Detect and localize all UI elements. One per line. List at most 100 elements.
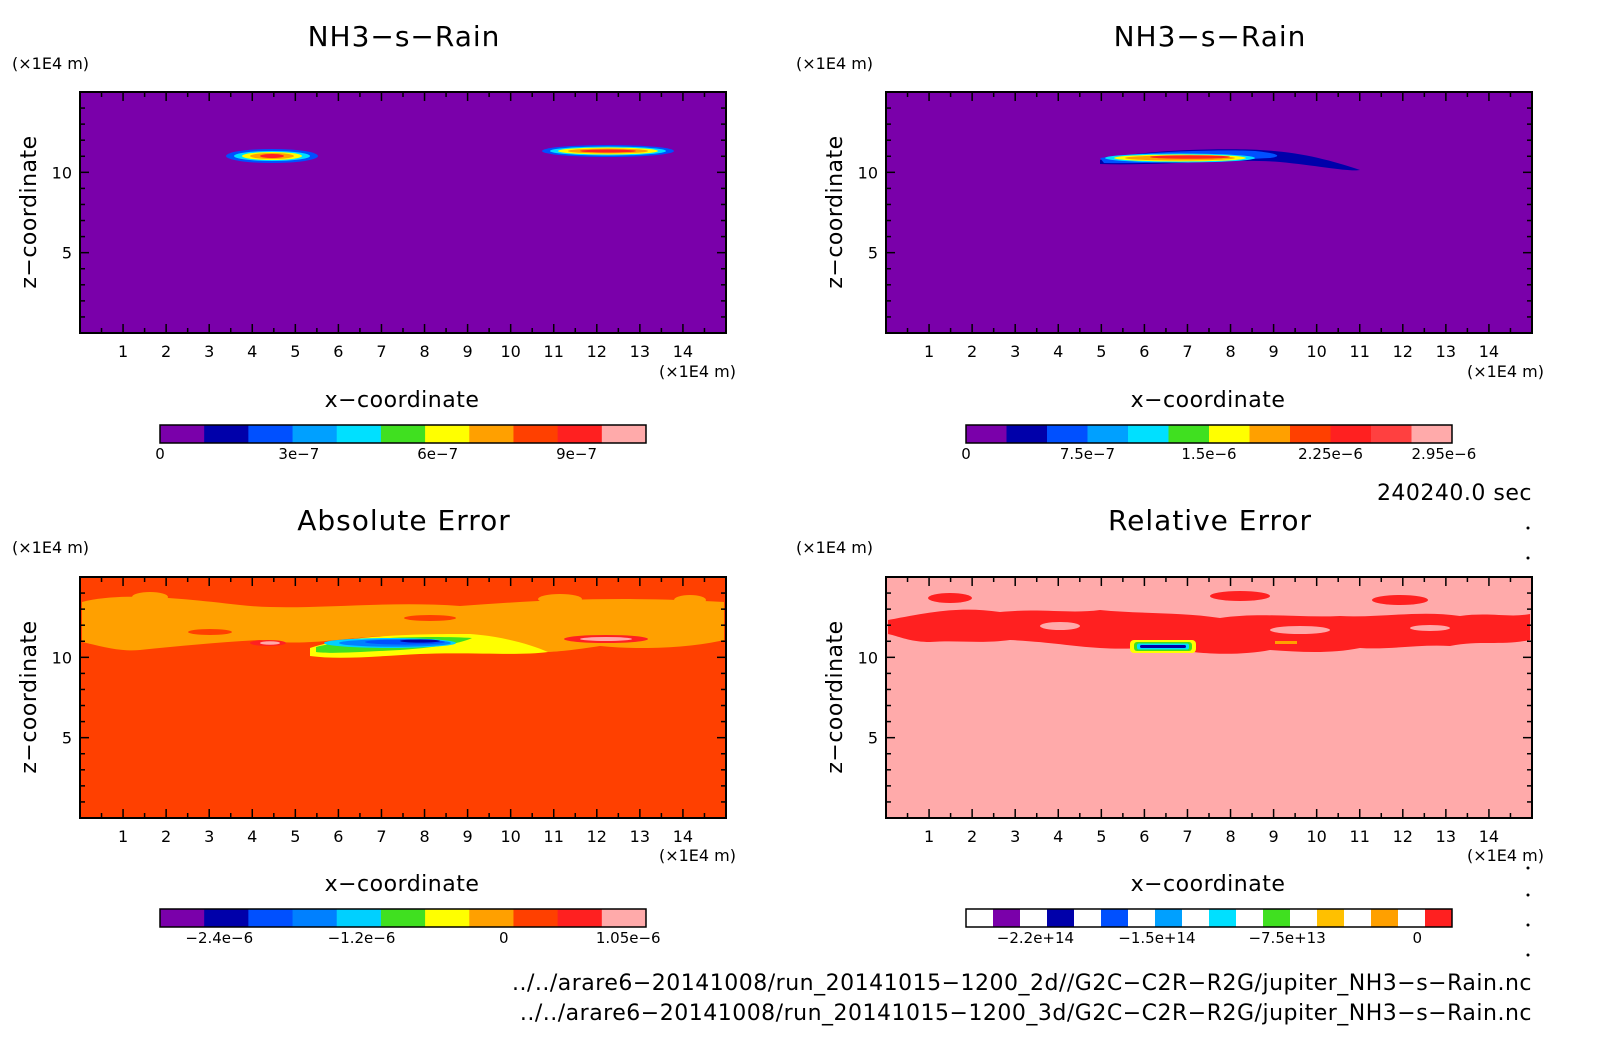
y-tick-label: 5 xyxy=(62,244,72,263)
x-tick-label: 13 xyxy=(630,342,650,361)
colorbar-swatch xyxy=(1074,909,1102,927)
colorbar-label: −7.5e+13 xyxy=(1248,929,1325,947)
colorbar-swatch xyxy=(469,909,514,927)
panel-title: NH3−s−Rain xyxy=(1114,20,1307,53)
x-tick-label: 2 xyxy=(161,342,171,361)
colorbar-swatch xyxy=(1290,425,1331,443)
x-tick-label: 7 xyxy=(1182,342,1192,361)
colorbar-label: −2.4e−6 xyxy=(185,929,253,947)
x-unit-label: (×1E4 m) xyxy=(1467,846,1544,865)
panel-top-right: NH3−s−Rain (×1E4 m) x−coordinate (×1E4 m… xyxy=(796,20,1544,463)
x-tick-label: 12 xyxy=(1393,342,1413,361)
y-axis-label: z−coordinate xyxy=(823,135,848,288)
x-tick-label: 8 xyxy=(419,827,429,846)
colorbar: −2.4e−6 −1.2e−6 0 1.05e−6 xyxy=(159,908,661,947)
x-tick-label: 6 xyxy=(1139,827,1149,846)
colorbar-label: 7.5e−7 xyxy=(1060,445,1115,463)
colorbar-swatch xyxy=(601,909,647,927)
colorbar-swatch xyxy=(1128,909,1156,927)
x-tick-label: 2 xyxy=(967,827,977,846)
y-axis-label: z−coordinate xyxy=(17,620,42,773)
colorbar-swatch xyxy=(425,425,470,443)
colorbar-swatch xyxy=(425,909,470,927)
colorbar-swatch xyxy=(1425,909,1453,927)
y-unit-label: (×1E4 m) xyxy=(796,54,873,73)
x-tick-label: 9 xyxy=(463,342,473,361)
colorbar-label: −2.2e+14 xyxy=(997,929,1074,947)
x-tick-label: 9 xyxy=(1269,827,1279,846)
panel-title: NH3−s−Rain xyxy=(308,20,501,53)
colorbar-swatch xyxy=(966,909,994,927)
colorbar-swatch xyxy=(336,909,382,927)
colorbar-label: 1.05e−6 xyxy=(596,929,661,947)
x-tick-label: 6 xyxy=(1139,342,1149,361)
panel-bottom-right: Relative Error (×1E4 m) x−coordinate xyxy=(796,504,1544,947)
x-tick-label: 5 xyxy=(290,342,300,361)
colorbar-label: −1.2e−6 xyxy=(328,929,396,947)
colorbar-frame xyxy=(159,908,647,928)
colorbar-swatch xyxy=(380,425,426,443)
plot-area xyxy=(885,576,1533,819)
x-tick-label: 11 xyxy=(544,342,564,361)
y-tick-label: 5 xyxy=(62,729,72,748)
colorbar-label: 3e−7 xyxy=(278,445,319,463)
x-tick-label: 11 xyxy=(544,827,564,846)
colorbar-swatch xyxy=(292,425,338,443)
colorbar-swatch xyxy=(1087,425,1129,443)
concentration-feature xyxy=(1100,149,1360,171)
x-tick-label: 10 xyxy=(1306,827,1326,846)
y-tick-label: 10 xyxy=(52,163,72,182)
x-unit-label: (×1E4 m) xyxy=(1467,362,1544,381)
colorbar-swatch xyxy=(469,425,514,443)
colorbar-swatch xyxy=(1182,909,1210,927)
x-tick-label: 12 xyxy=(587,342,607,361)
colorbar: 0 3e−7 6e−7 9e−7 xyxy=(155,424,647,463)
x-tick-label: 7 xyxy=(1182,827,1192,846)
x-tick-label: 6 xyxy=(333,827,343,846)
colorbar-swatch xyxy=(1155,909,1183,927)
colorbar-swatch xyxy=(1249,425,1291,443)
x-tick-label: 4 xyxy=(1053,827,1063,846)
colorbar-swatch xyxy=(1263,909,1291,927)
x-tick-label: 14 xyxy=(1479,342,1499,361)
y-axis-label: z−coordinate xyxy=(823,620,848,773)
x-tick-label: 11 xyxy=(1350,827,1370,846)
colorbar-swatch xyxy=(966,425,1007,443)
x-unit-label: (×1E4 m) xyxy=(659,846,736,865)
x-tick-label: 14 xyxy=(673,342,693,361)
error-feature xyxy=(888,591,1530,654)
colorbar-label: −1.5e+14 xyxy=(1118,929,1195,947)
colorbar-frame xyxy=(965,424,1453,444)
colorbar-frame xyxy=(159,424,647,444)
x-tick-label: 8 xyxy=(1225,342,1235,361)
colorbar-swatch xyxy=(1101,909,1129,927)
x-tick-label: 12 xyxy=(587,827,607,846)
colorbar-label: 6e−7 xyxy=(417,445,458,463)
colorbar-swatch xyxy=(1398,909,1426,927)
colorbar-swatch xyxy=(993,909,1021,927)
time-label: 240240.0 sec xyxy=(1377,481,1532,506)
x-tick-label: 4 xyxy=(247,827,257,846)
colorbar-swatch xyxy=(1209,909,1237,927)
colorbar-swatch xyxy=(1020,909,1048,927)
panel-bottom-left: Absolute Error (×1E4 m) xyxy=(12,504,736,947)
colorbar-label: 0 xyxy=(961,445,971,463)
colorbar-swatch xyxy=(513,425,559,443)
colorbar-label: 1.5e−6 xyxy=(1181,445,1236,463)
x-tick-label: 2 xyxy=(967,342,977,361)
x-tick-label: 5 xyxy=(290,827,300,846)
y-tick-label: 5 xyxy=(868,244,878,263)
concentration-feature xyxy=(226,149,318,163)
colorbar-swatch xyxy=(1371,425,1412,443)
colorbar-swatch xyxy=(248,425,294,443)
plot-area xyxy=(79,91,727,334)
colorbar-label: 2.95e−6 xyxy=(1412,445,1477,463)
error-feature xyxy=(82,592,724,658)
colorbar-swatch xyxy=(557,909,603,927)
x-axis-label: x−coordinate xyxy=(1131,388,1286,413)
colorbar-swatch xyxy=(1344,909,1372,927)
colorbar-swatch xyxy=(336,425,382,443)
colorbar-swatch xyxy=(1209,425,1250,443)
